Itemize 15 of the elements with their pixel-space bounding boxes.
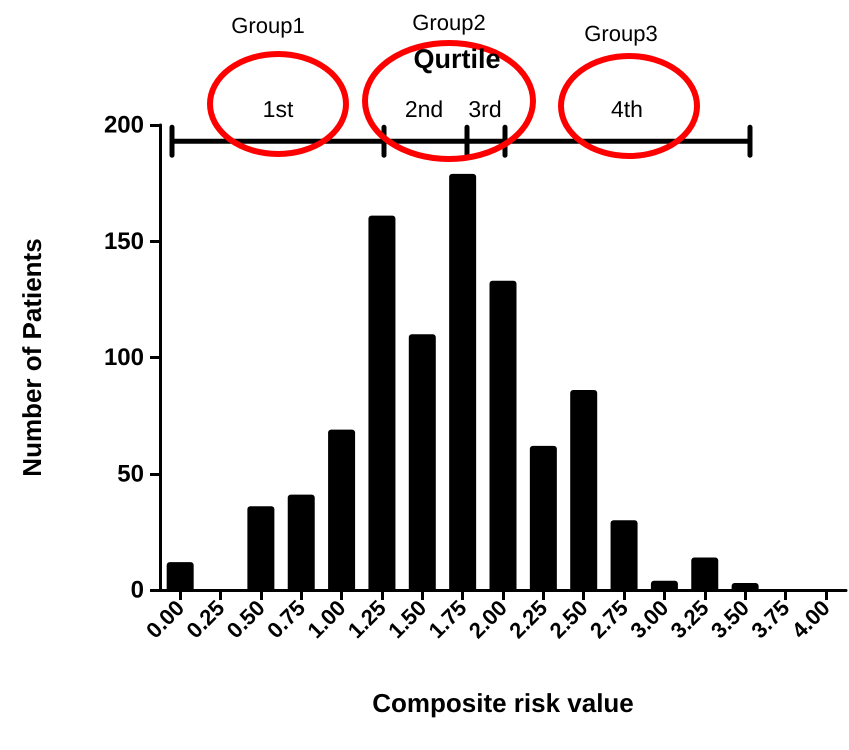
text: Group1 [231,13,305,38]
y-tick-label: 50 [117,460,144,488]
text: Qurtile [413,44,501,74]
x-axis-title: Composite risk value [372,688,634,718]
y-tick-label: 100 [104,344,144,371]
y-tick-label: 150 [104,228,144,255]
y-axis-title: Number of Patients [17,238,47,477]
text: Group2 [412,10,486,35]
y-tick-label: 0 [130,576,144,604]
text: 3rd [468,96,502,122]
text: 2nd [404,96,444,122]
text: Group3 [584,21,658,46]
text: 1st [262,96,294,122]
y-tick-label: 200 [104,112,144,138]
text: 4th [611,96,643,122]
